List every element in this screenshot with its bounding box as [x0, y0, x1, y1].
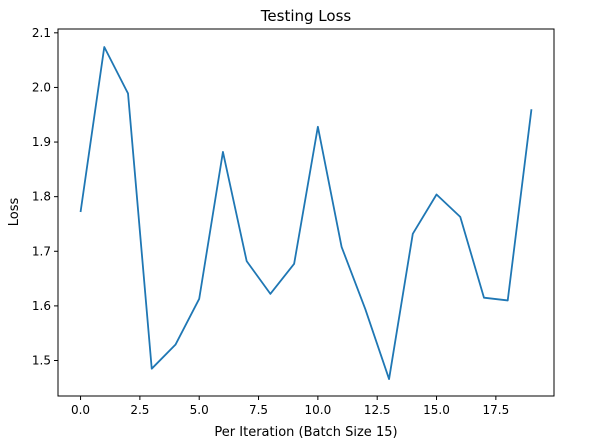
x-tick-label: 10.0: [305, 403, 332, 417]
y-axis: 1.5 1.6 1.7 1.8 1.9 2.0 2.1: [32, 26, 58, 368]
y-axis-label: Loss: [7, 198, 22, 227]
y-tick-label: 1.9: [32, 135, 51, 149]
y-tick-label: 1.5: [32, 354, 51, 368]
chart-title: Testing Loss: [260, 7, 352, 25]
axes-frame: [57, 28, 555, 397]
x-tick-label: 17.5: [482, 403, 509, 417]
plot-area: [79, 46, 533, 380]
x-tick-label: 5.0: [190, 403, 209, 417]
x-tick-label: 7.5: [249, 403, 268, 417]
x-tick-label: 12.5: [364, 403, 391, 417]
y-tick-label: 1.6: [32, 299, 51, 313]
y-tick-label: 1.8: [32, 190, 51, 204]
x-axis-label: Per Iteration (Batch Size 15): [214, 425, 397, 440]
y-tick-label: 1.7: [32, 244, 51, 258]
y-tick-label: 2.1: [32, 26, 51, 40]
x-tick-label: 0.0: [71, 403, 90, 417]
x-tick-label: 2.5: [130, 403, 149, 417]
loss-series-line: [79, 46, 533, 380]
x-tick-label: 15.0: [423, 403, 450, 417]
y-tick-label: 2.0: [32, 80, 51, 94]
x-axis: 0.0 2.5 5.0 7.5 10.0 12.5 15.0 17.5: [71, 396, 509, 417]
